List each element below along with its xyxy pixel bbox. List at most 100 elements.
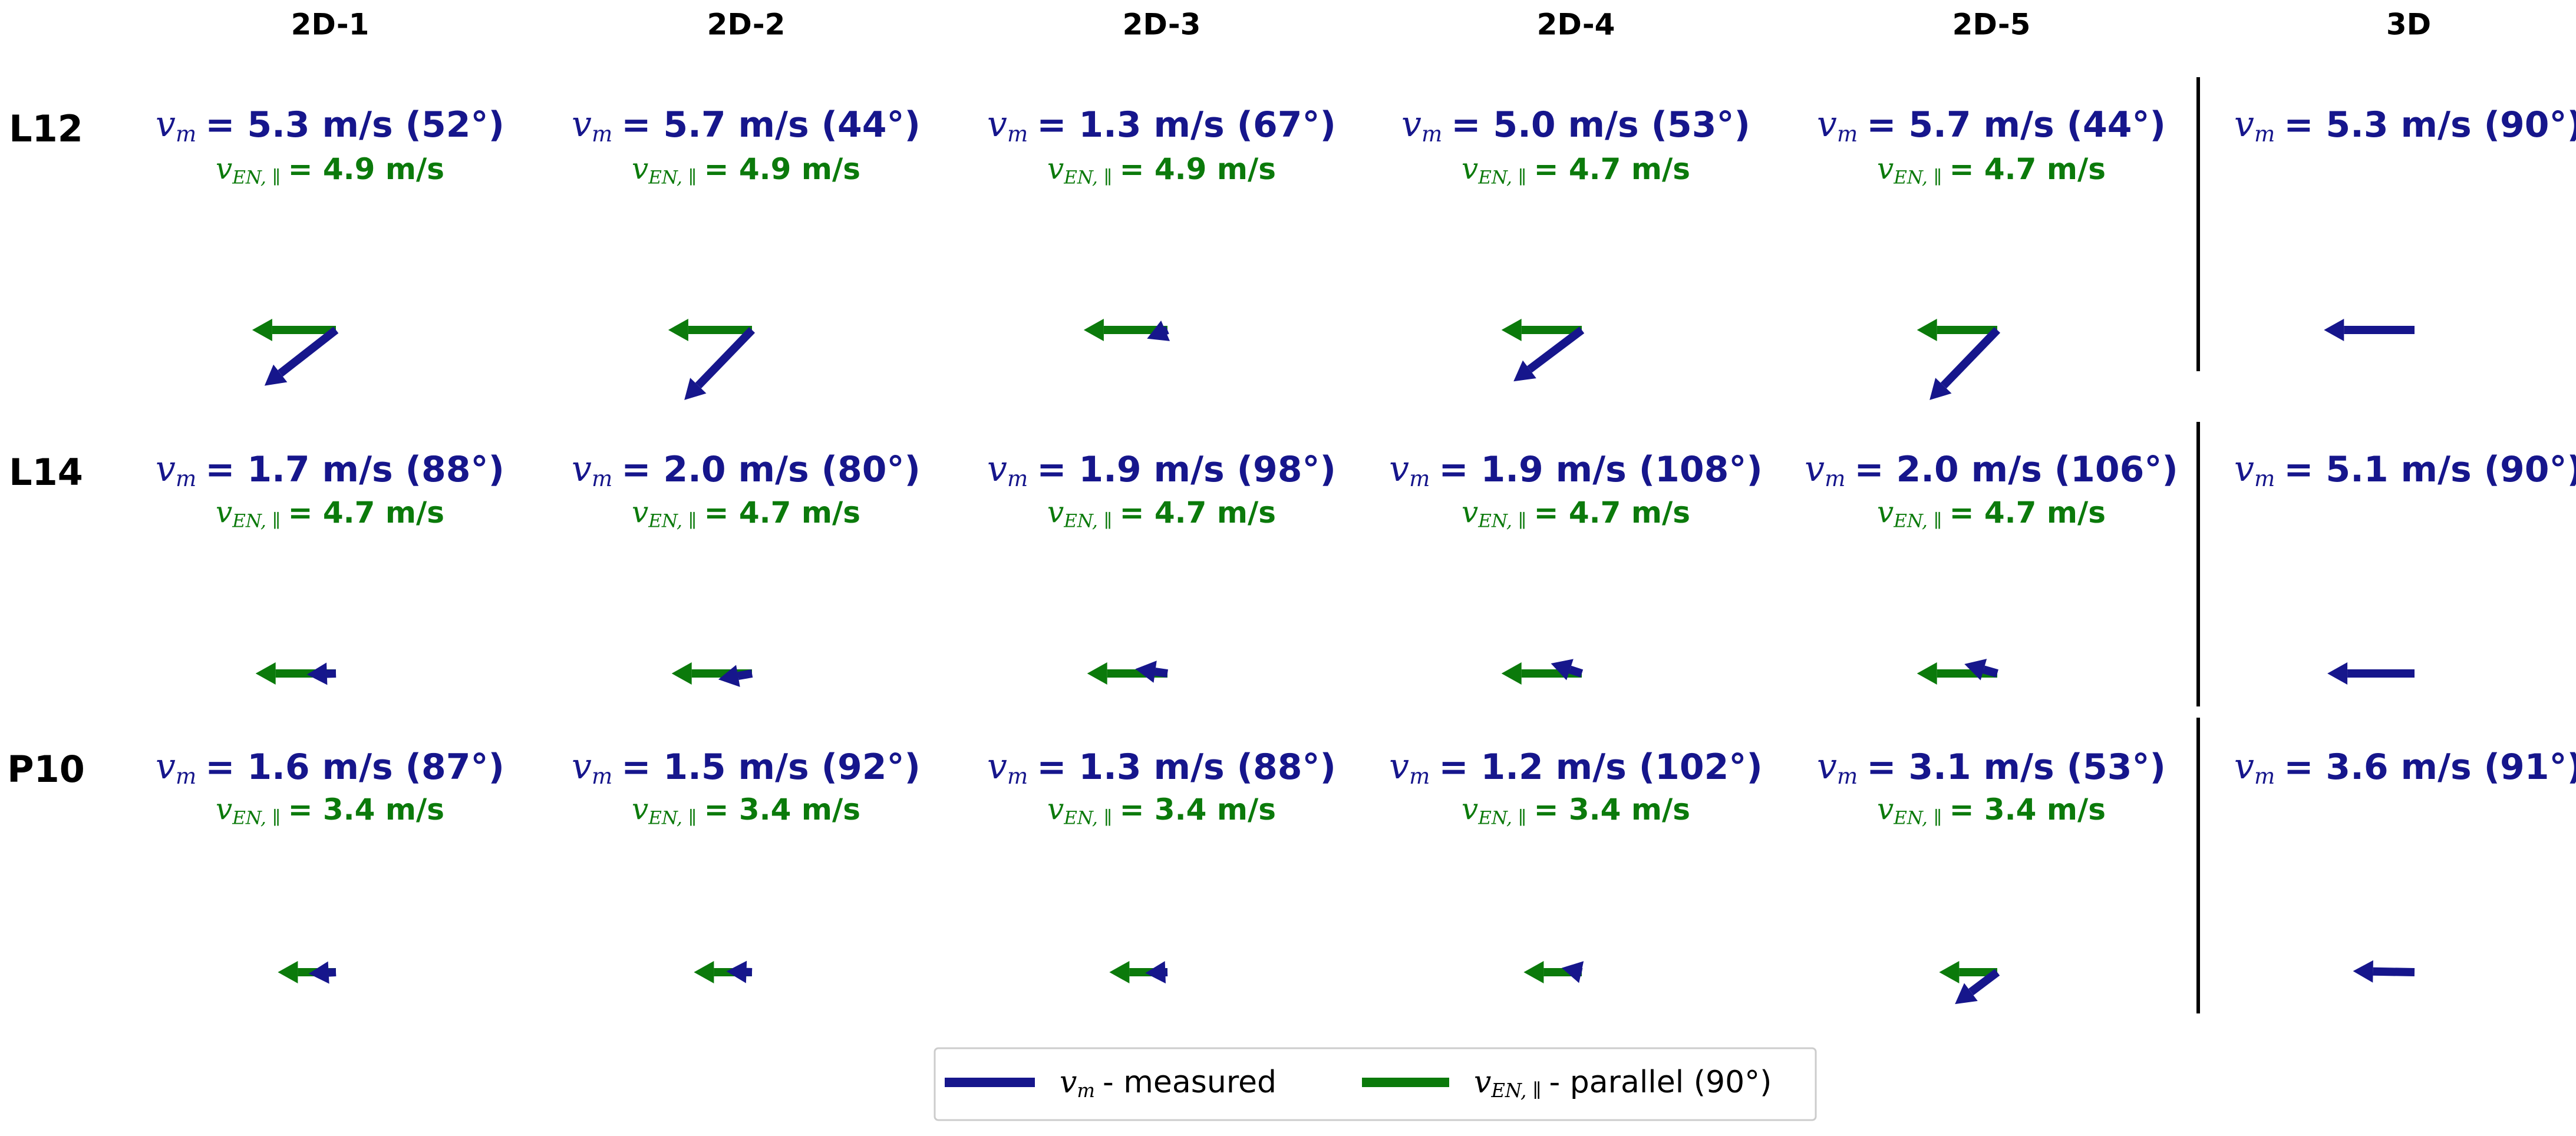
arrow-shaft [1940,327,2001,389]
ven-label-value: = 4.7 m/s [1534,496,1690,530]
symbol-subscript: m [1837,121,1858,147]
vm-label: vm = 1.3 m/s (67°) [987,104,1336,147]
vm-label: vm = 1.9 m/s (108°) [1389,448,1763,491]
symbol-subscript: m [592,465,612,491]
arrow-head [1501,319,1522,341]
symbol: v [1877,151,1894,186]
vm-label: vm = 1.7 m/s (88°) [156,448,504,491]
arrow [1501,319,1582,341]
vm-label-value: = 2.0 m/s (106°) [1854,449,2178,490]
symbol-subscript: EN, ∥ [232,807,281,828]
arrow-head [694,961,714,983]
ven-label: vEN, ∥ = 3.4 m/s [1047,792,1276,828]
ven-label-value: = 3.4 m/s [1950,792,2106,827]
symbol-subscript: EN, ∥ [1893,167,1942,188]
symbol-subscript: EN, ∥ [1063,510,1112,531]
arrow-head [684,378,707,400]
symbol-subscript: m [2254,465,2275,491]
symbol: v [632,495,648,529]
ven-label-value: = 4.7 m/s [1950,496,2106,530]
legend-label-value: - parallel (90°) [1549,1065,1772,1100]
ven-label: vEN, ∥ = 3.4 m/s [1877,792,2106,828]
vm-label-value: = 1.2 m/s (102°) [1439,747,1762,788]
ven-label-value: = 4.7 m/s [1120,496,1276,530]
symbol-subscript: m [1409,763,1430,789]
arrow-shaft [1527,326,1585,373]
arrow-head [726,960,747,983]
arrow [2327,662,2415,685]
vm-label: vm = 1.2 m/s (102°) [1389,746,1763,789]
symbol-subscript: m [1077,1079,1095,1102]
arrow-head [2327,662,2348,685]
arrow [1513,326,1585,382]
symbol-subscript: m [176,465,196,491]
arrow-head [1523,961,1544,983]
arrow-shaft [1155,668,1168,678]
ven-label: vEN, ∥ = 4.7 m/s [1462,151,1690,188]
symbol: v [1047,495,1064,529]
symbol: v [1389,448,1409,490]
arrow [306,662,337,685]
ven-label: vEN, ∥ = 4.7 m/s [216,495,444,531]
arrow [1551,659,1584,681]
symbol: v [1047,151,1064,186]
ven-label: vEN, ∥ = 4.9 m/s [216,151,444,188]
arrow-shaft [695,327,756,389]
ven-label-value: = 4.7 m/s [1534,152,1690,186]
arrow-shaft [1568,665,1584,678]
vm-label-value: = 5.1 m/s (90°) [2284,449,2576,490]
symbol: v [1877,792,1894,826]
legend-label: vm - measured [1060,1065,1277,1102]
symbol-subscript: EN, ∥ [648,807,697,828]
arrow [252,319,336,341]
ven-label: vEN, ∥ = 3.4 m/s [216,792,444,828]
arrow-head [1939,961,1960,983]
symbol: v [632,151,648,186]
symbol: v [1462,792,1478,826]
symbol-subscript: m [1007,763,1028,789]
vm-label: vm = 3.1 m/s (53°) [1817,746,2166,789]
ven-label: vEN, ∥ = 4.7 m/s [1877,495,2106,531]
symbol: v [2234,746,2254,787]
column-header: 2D-2 [707,8,786,42]
symbol-subscript: EN, ∥ [648,167,697,188]
symbol: v [216,495,232,529]
vm-label: vm = 5.1 m/s (90°) [2234,448,2576,491]
vm-label-value: = 1.6 m/s (87°) [205,747,504,788]
ven-label: vEN, ∥ = 4.7 m/s [1877,151,2106,188]
arrow-head [668,319,688,341]
ven-label: vEN, ∥ = 3.4 m/s [632,792,860,828]
arrow-shaft [278,326,339,377]
arrow-head [2324,319,2344,341]
ven-label-value: = 4.9 m/s [704,152,860,186]
symbol: v [1474,1065,1491,1100]
symbol-subscript: m [1421,121,1442,147]
arrow-head [1561,961,1584,983]
arrow-shaft [1983,665,1998,678]
arrow-head [1513,360,1536,382]
symbol-subscript: EN, ∥ [232,167,281,188]
symbol-subscript: m [1007,121,1028,147]
arrow-head [1551,659,1574,681]
symbol: v [572,448,592,490]
symbol: v [572,104,592,145]
arrow-head [1087,662,1107,685]
ven-label-value: = 3.4 m/s [704,792,860,827]
arrow-head [671,662,692,685]
arrow-shaft [1163,326,1169,335]
ven-label-value: = 3.4 m/s [1534,792,1690,827]
symbol-subscript: EN, ∥ [1893,510,1942,531]
arrow [726,960,753,983]
column-header: 3D [2386,8,2431,42]
vm-label: vm = 3.6 m/s (91°) [2234,746,2576,789]
symbol-subscript: m [176,763,196,789]
vm-label-value: = 1.9 m/s (98°) [1037,449,1336,490]
symbol-subscript: EN, ∥ [1477,167,1526,188]
ven-label: vEN, ∥ = 4.7 m/s [1462,495,1690,531]
arrow-shaft [737,669,753,681]
symbol: v [1462,495,1478,529]
arrow-head [1929,378,1952,400]
ven-label-value: = 4.9 m/s [1120,152,1276,186]
symbol-subscript: m [1825,465,1845,491]
